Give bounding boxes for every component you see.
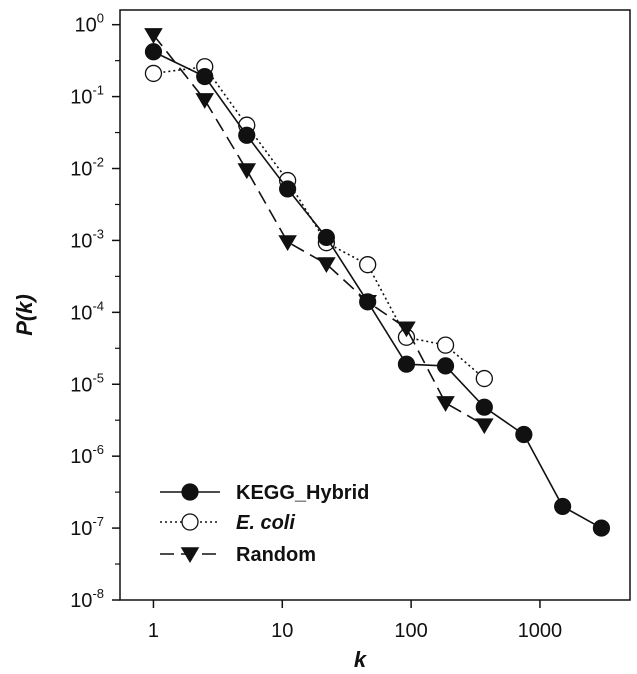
- y-tick-label-exponent: -3: [92, 226, 104, 241]
- y-tick-label-base: 10: [70, 230, 92, 252]
- data-point: [436, 336, 455, 354]
- data-point: [359, 256, 377, 274]
- data-point: [436, 357, 455, 375]
- series-1: [144, 58, 493, 388]
- y-tick-label-exponent: -8: [92, 586, 104, 601]
- data-point: [475, 398, 493, 416]
- data-point: [359, 293, 377, 311]
- data-point: [144, 64, 163, 83]
- y-tick-label-base: 10: [70, 446, 92, 468]
- data-point: [554, 497, 572, 516]
- y-tick-label-exponent: -1: [92, 83, 104, 98]
- legend-label: Random: [236, 544, 316, 566]
- data-point: [436, 396, 455, 412]
- y-tick-label-base: 10: [70, 374, 92, 396]
- data-point: [144, 43, 163, 61]
- series-line: [153, 65, 485, 380]
- data-point: [397, 321, 416, 338]
- data-point: [278, 235, 297, 251]
- y-tick-label-base: 10: [70, 518, 92, 540]
- y-tick-label: 10-1: [70, 83, 104, 109]
- x-tick-label: 1: [148, 620, 159, 642]
- series-line: [152, 34, 485, 426]
- legend-label: E. coli: [236, 512, 295, 534]
- y-tick-label: 10-4: [70, 298, 104, 324]
- y-tick-label: 10-2: [70, 155, 104, 181]
- y-axis-title: P(k): [12, 294, 37, 336]
- y-tick-label-base: 10: [70, 302, 92, 324]
- data-point: [515, 425, 533, 444]
- x-tick-label: 1000: [518, 620, 563, 642]
- y-tick-label-base: 10: [70, 590, 92, 612]
- data-point: [475, 369, 493, 388]
- data-point: [317, 257, 336, 273]
- data-point: [592, 519, 611, 537]
- y-tick-label: 10-7: [70, 514, 104, 540]
- y-tick-label-exponent: -4: [92, 298, 104, 313]
- data-point: [397, 355, 416, 373]
- legend-marker: [181, 513, 199, 531]
- y-tick-label-exponent: -2: [92, 155, 104, 170]
- y-tick-label-base: 10: [75, 15, 97, 37]
- y-tick-label-base: 10: [70, 159, 92, 181]
- y-tick-label: 10-8: [70, 586, 104, 612]
- x-tick-label: 10: [271, 620, 293, 642]
- legend-marker: [181, 483, 199, 501]
- legend-label: KEGG_Hybrid: [236, 482, 369, 504]
- data-point: [196, 67, 214, 86]
- x-tick-label: 100: [394, 620, 427, 642]
- series-0: [144, 43, 611, 537]
- y-tick-label-exponent: -6: [92, 442, 104, 457]
- y-tick-label-exponent: 0: [97, 11, 104, 26]
- data-point: [144, 28, 163, 44]
- data-point: [279, 180, 297, 198]
- y-tick-label: 10-6: [70, 442, 104, 468]
- data-point: [238, 126, 256, 144]
- y-tick-label: 100: [75, 11, 104, 37]
- series-line: [153, 51, 602, 529]
- legend-marker: [180, 547, 200, 563]
- y-tick-label-exponent: -7: [92, 514, 104, 529]
- data-point: [195, 93, 214, 109]
- data-point: [237, 163, 257, 180]
- data-point: [475, 418, 494, 435]
- y-tick-label-base: 10: [70, 87, 92, 109]
- x-axis-title: k: [354, 647, 368, 672]
- y-tick-label-exponent: -5: [92, 370, 104, 385]
- data-point: [317, 228, 335, 247]
- plot-frame: [119, 9, 631, 601]
- y-tick-label: 10-3: [70, 226, 104, 252]
- series-2: [144, 28, 494, 435]
- y-tick-label: 10-5: [70, 370, 104, 396]
